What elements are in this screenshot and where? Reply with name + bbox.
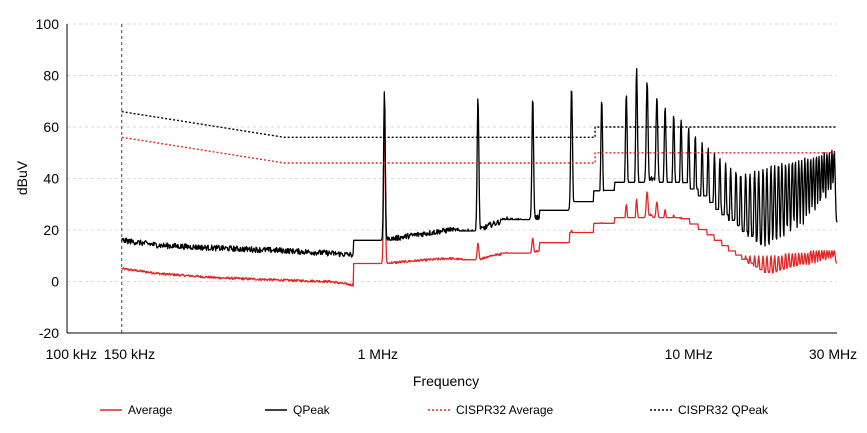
series-line-cispr32-average: [121, 136, 837, 164]
y-tick-label: 60: [43, 119, 59, 135]
x-tick-label: 150 kHz: [104, 346, 155, 362]
x-tick-label: 100 kHz: [46, 346, 97, 362]
x-tick-label: 30 MHz: [809, 346, 857, 362]
y-tick-label: 40: [43, 171, 59, 187]
series-line-cispr32-qpeak: [121, 110, 837, 138]
series-line-qpeak: [121, 67, 838, 258]
tick-labels: -20 0 20 40 60 80 100 100 kHz 150 kHz 1 MHz 10 MHz…: [14, 16, 857, 389]
x-tick-label: 10 MHz: [665, 346, 713, 362]
legend-label-cispr32-average: CISPR32 Average: [456, 403, 553, 417]
y-tick-label: -20: [39, 325, 59, 341]
axes: [66, 24, 837, 334]
x-tick-label: 1 MHz: [358, 346, 398, 362]
y-axis-title: dBuV: [14, 160, 30, 195]
y-tick-label: 80: [43, 68, 59, 84]
legend: Average QPeak CISPR32 Average CISPR32 QPeak: [100, 403, 769, 417]
series-line-average: [121, 109, 838, 287]
legend-label-cispr32-qpeak: CISPR32 QPeak: [678, 403, 769, 417]
y-tick-label: 100: [36, 16, 60, 32]
y-tick-label: 0: [51, 274, 59, 290]
x-axis-title: Frequency: [413, 373, 479, 389]
y-tick-label: 20: [43, 222, 59, 238]
legend-label-average: Average: [128, 403, 173, 417]
legend-label-qpeak: QPeak: [293, 403, 331, 417]
series-area: [121, 67, 838, 287]
